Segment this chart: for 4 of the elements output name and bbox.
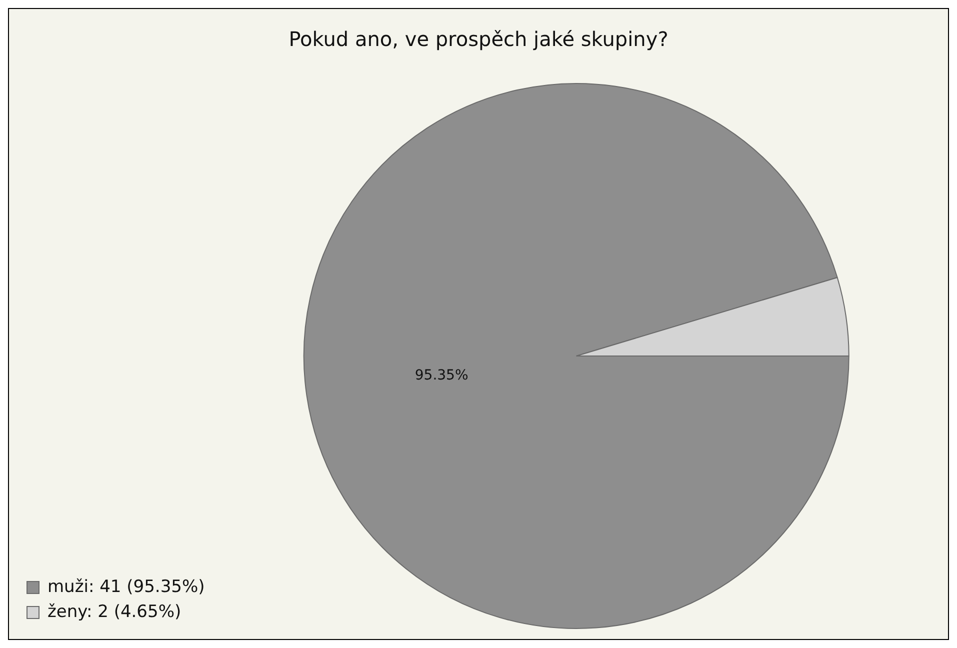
legend-label: ženy: 2 (4.65%) <box>48 602 182 622</box>
chart-title: Pokud ano, ve prospěch jaké skupiny? <box>288 27 668 52</box>
legend-label: muži: 41 (95.35%) <box>48 576 205 597</box>
data-label: 95.35% <box>414 367 468 384</box>
